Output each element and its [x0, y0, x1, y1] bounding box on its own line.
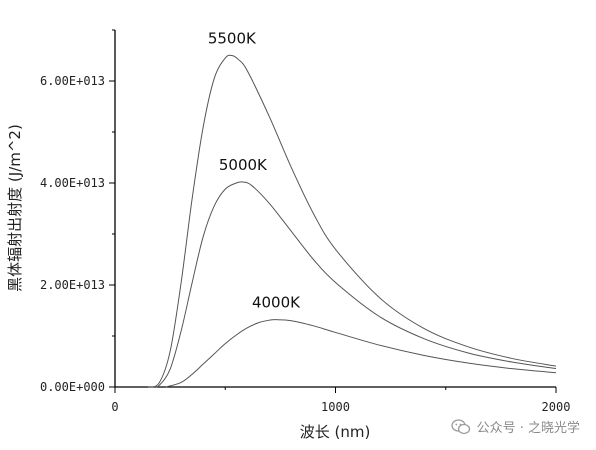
watermark-text: 公众号 · 之晓光学 [476, 421, 580, 436]
y-axis-title: 黑体辐射出射度 (J/m^2) [6, 124, 24, 292]
x-tick-label: 2000 [542, 400, 571, 414]
watermark: 公众号 · 之晓光学 [450, 417, 580, 436]
y-tick-label: 4.00E+013 [40, 176, 105, 190]
axes [109, 29, 557, 393]
wechat-icon [450, 418, 470, 434]
series-line-5500K [147, 54, 557, 388]
y-tick-label: 2.00E+013 [40, 278, 105, 292]
series-label-4000K: 4000K [252, 294, 301, 312]
series-line-4000K [165, 319, 557, 388]
y-tick-label: 0.00E+000 [40, 380, 105, 394]
x-tick-label: 0 [111, 400, 118, 414]
series-label-5500K: 5500K [208, 30, 257, 48]
series-line-5000K [152, 181, 557, 388]
tick-labels: 0.00E+000 2.00E+013 4.00E+013 6.00E+013 0 100… [40, 74, 570, 414]
y-tick-label: 6.00E+013 [40, 74, 105, 88]
curve-labels: 5500K 5000K 4000K [208, 30, 301, 312]
curves [147, 54, 557, 388]
series-label-5000K: 5000K [219, 156, 268, 174]
x-axis-title: 波长 (nm) [300, 423, 371, 441]
x-tick-label: 1000 [321, 400, 350, 414]
